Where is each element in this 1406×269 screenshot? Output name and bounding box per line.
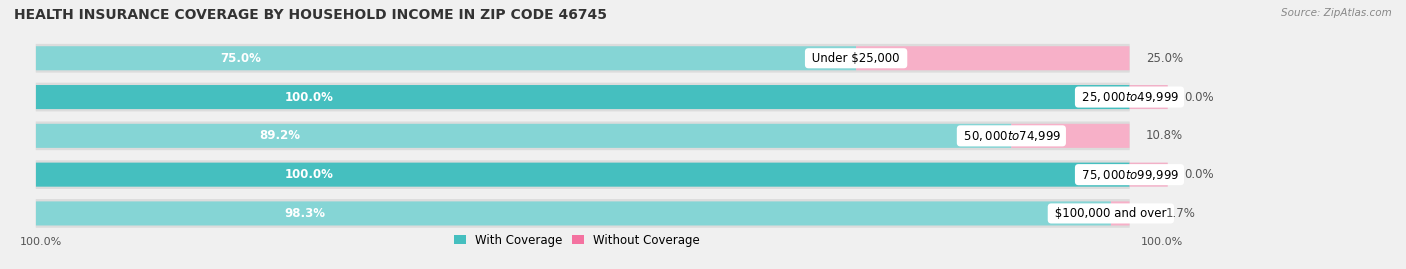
FancyBboxPatch shape (37, 85, 1129, 109)
Text: $25,000 to $49,999: $25,000 to $49,999 (1078, 90, 1181, 104)
Text: 1.7%: 1.7% (1166, 207, 1195, 220)
FancyBboxPatch shape (35, 199, 1129, 228)
FancyBboxPatch shape (35, 44, 1129, 73)
FancyBboxPatch shape (35, 160, 1129, 189)
Text: Under $25,000: Under $25,000 (808, 52, 904, 65)
Text: 100.0%: 100.0% (285, 168, 333, 181)
FancyBboxPatch shape (856, 46, 1129, 70)
Text: 100.0%: 100.0% (20, 238, 62, 247)
FancyBboxPatch shape (37, 46, 856, 70)
Text: 10.8%: 10.8% (1146, 129, 1182, 142)
Text: 98.3%: 98.3% (284, 207, 325, 220)
Text: Source: ZipAtlas.com: Source: ZipAtlas.com (1281, 8, 1392, 18)
FancyBboxPatch shape (1129, 85, 1168, 109)
Text: 75.0%: 75.0% (221, 52, 262, 65)
Text: HEALTH INSURANCE COVERAGE BY HOUSEHOLD INCOME IN ZIP CODE 46745: HEALTH INSURANCE COVERAGE BY HOUSEHOLD I… (14, 8, 607, 22)
FancyBboxPatch shape (1129, 163, 1168, 187)
FancyBboxPatch shape (1011, 124, 1129, 148)
FancyBboxPatch shape (37, 201, 1111, 225)
Text: 0.0%: 0.0% (1184, 91, 1213, 104)
Text: 100.0%: 100.0% (1140, 238, 1182, 247)
Text: $50,000 to $74,999: $50,000 to $74,999 (960, 129, 1063, 143)
FancyBboxPatch shape (35, 83, 1129, 111)
Text: $75,000 to $99,999: $75,000 to $99,999 (1078, 168, 1181, 182)
Text: 0.0%: 0.0% (1184, 168, 1213, 181)
Text: $100,000 and over: $100,000 and over (1052, 207, 1171, 220)
Text: 25.0%: 25.0% (1146, 52, 1182, 65)
Text: 100.0%: 100.0% (285, 91, 333, 104)
FancyBboxPatch shape (37, 163, 1129, 187)
FancyBboxPatch shape (37, 124, 1011, 148)
FancyBboxPatch shape (1111, 201, 1129, 225)
FancyBboxPatch shape (35, 122, 1129, 150)
Legend: With Coverage, Without Coverage: With Coverage, Without Coverage (454, 234, 700, 247)
Text: 89.2%: 89.2% (259, 129, 301, 142)
